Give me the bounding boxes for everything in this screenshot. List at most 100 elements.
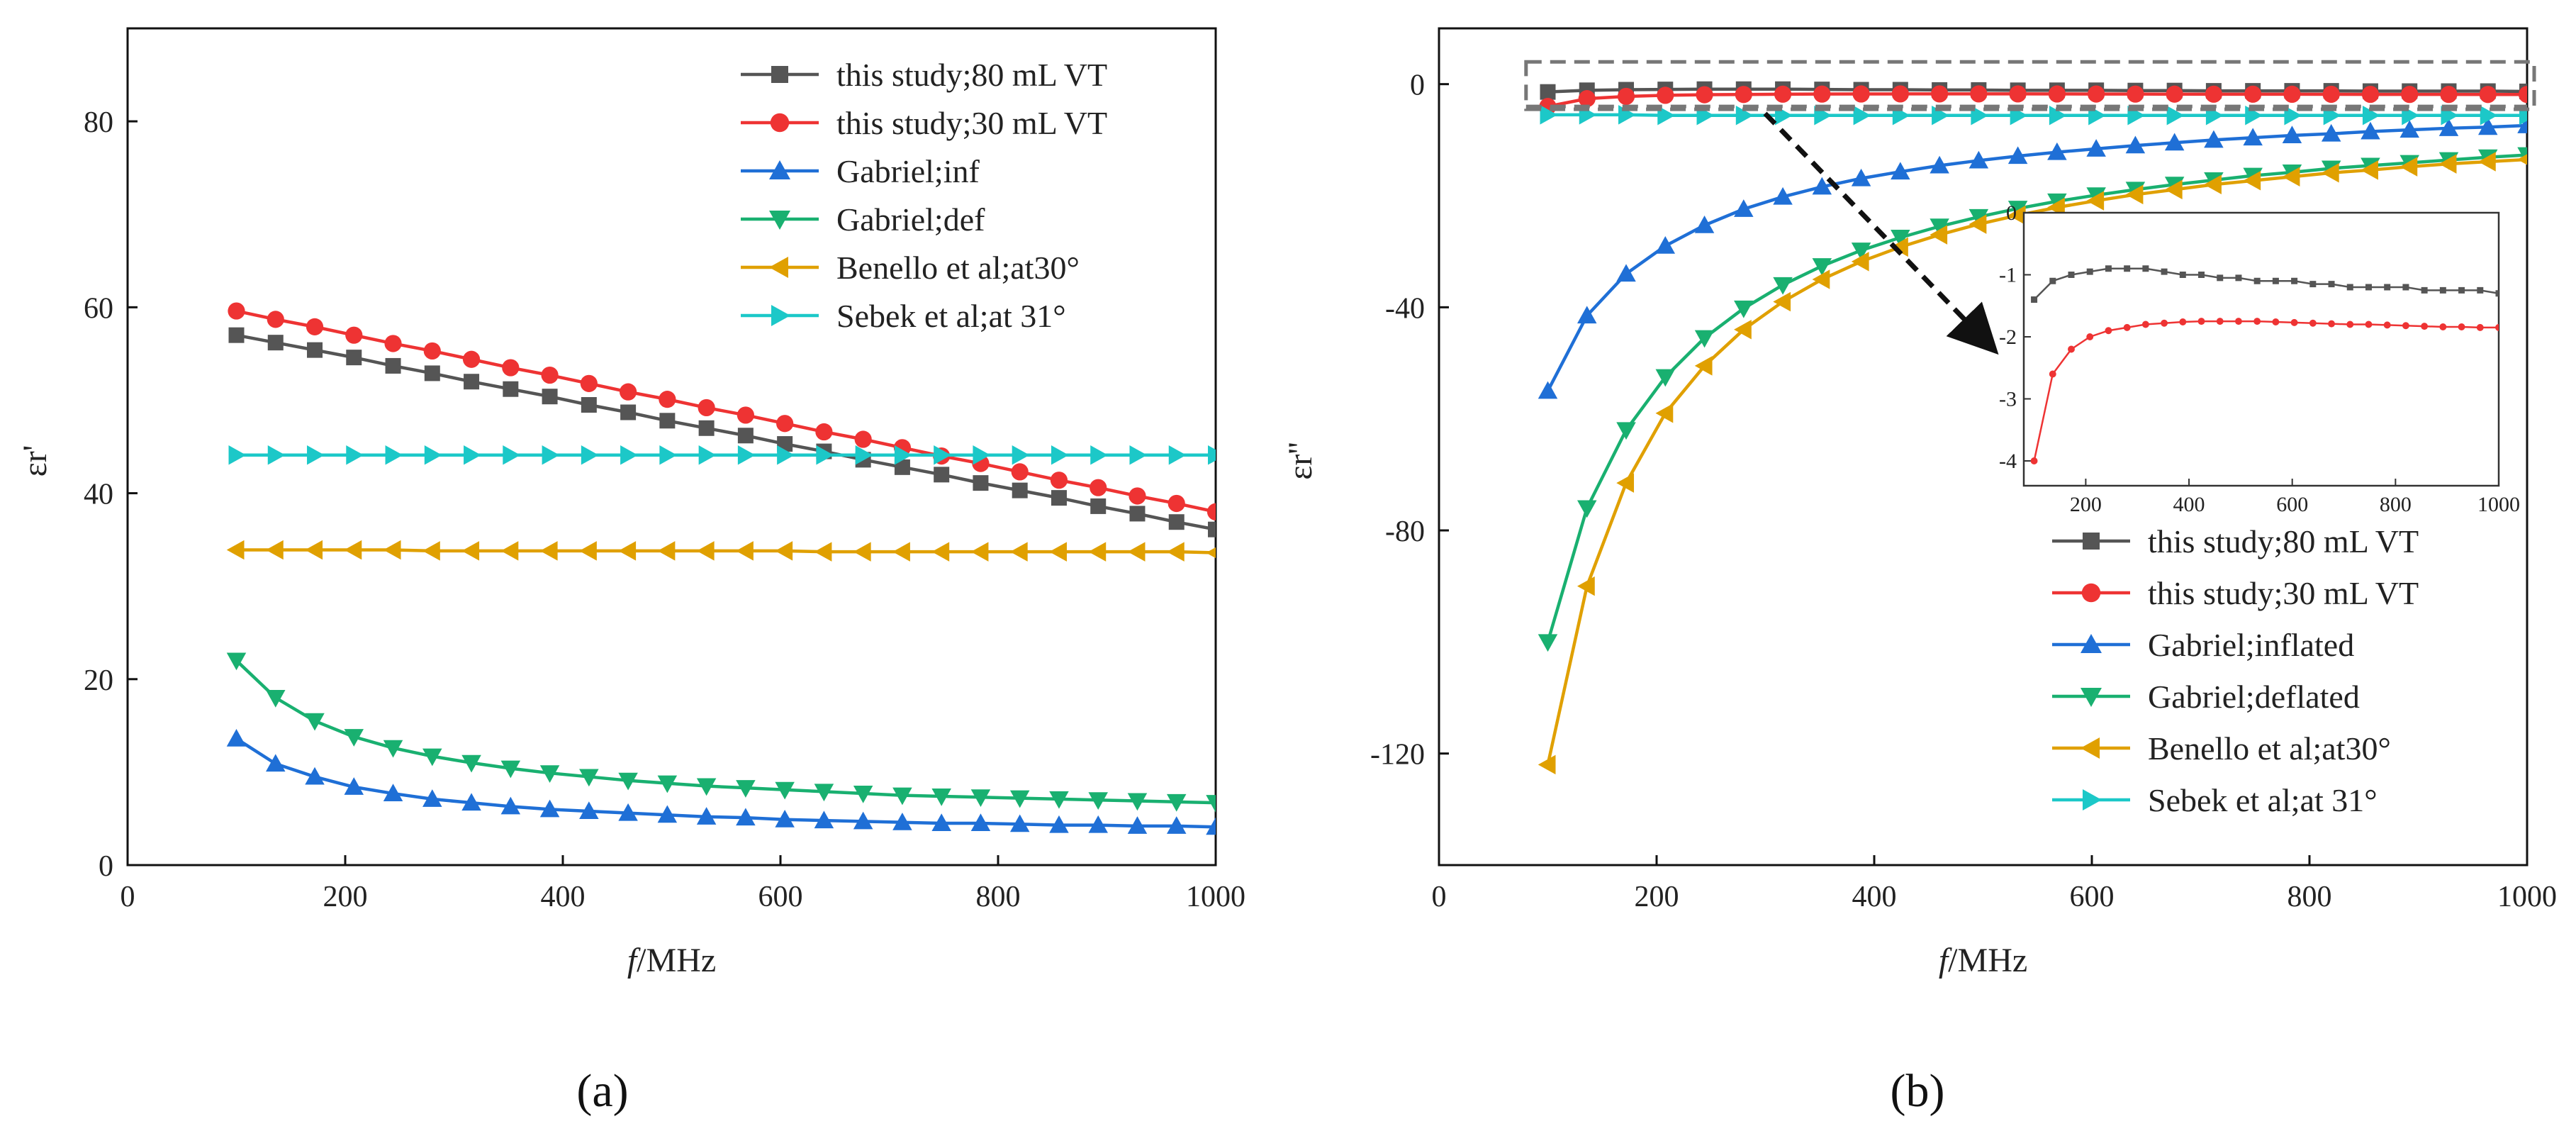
legend-entry: Benello et al;at30°: [2148, 730, 2391, 767]
data-point: [1930, 225, 1948, 245]
data-point: [1657, 87, 1674, 104]
data-point: [1891, 237, 1908, 257]
data-point: [934, 445, 951, 465]
data-point: [1577, 500, 1597, 518]
data-point: [1577, 576, 1595, 596]
data-point: [816, 445, 834, 465]
data-point: [346, 445, 364, 465]
data-point: [422, 789, 442, 807]
data-point: [931, 542, 950, 562]
data-point: [2322, 85, 2340, 104]
data-point: [1969, 208, 1989, 227]
data-point: [1970, 85, 1988, 103]
data-point: [1009, 814, 1030, 832]
inset-data-point: [2290, 318, 2298, 326]
data-point: [1853, 105, 1871, 126]
y-axis-label: εr': [16, 445, 54, 477]
data-point: [539, 799, 560, 818]
data-point: [2166, 85, 2183, 103]
data-point: [228, 302, 245, 320]
data-point: [2204, 130, 2224, 148]
data-point: [1168, 514, 1185, 530]
data-point: [1538, 754, 1556, 775]
data-point: [736, 541, 754, 561]
data-point: [892, 542, 910, 562]
data-point: [226, 540, 245, 560]
data-point: [267, 335, 284, 351]
inset-data-point: [2384, 284, 2391, 291]
data-point: [973, 475, 989, 491]
data-point: [1616, 264, 1636, 282]
data-point: [383, 540, 401, 560]
data-point: [1049, 815, 1069, 833]
data-point: [579, 801, 599, 819]
y-tick-label: 60: [84, 292, 113, 325]
data-point: [776, 415, 794, 433]
data-point: [307, 342, 323, 358]
data-point: [1891, 162, 1910, 180]
data-point: [2438, 154, 2457, 174]
data-point: [1694, 356, 1713, 376]
data-point: [698, 420, 715, 436]
data-point: [1127, 542, 1146, 562]
inset-data-point: [2309, 281, 2317, 288]
data-point: [1969, 150, 1989, 169]
data-point: [777, 445, 795, 465]
data-point: [305, 767, 325, 785]
legend-entry: this study;80 mL VT: [836, 57, 1107, 93]
plot-frame: [1438, 27, 2529, 867]
inset-data-point: [2179, 318, 2187, 325]
data-point: [1090, 479, 1107, 496]
data-point: [814, 542, 832, 562]
inset-y-tick-label: -1: [1999, 264, 2017, 287]
data-point: [1011, 463, 1029, 481]
data-point: [423, 342, 441, 360]
inset-data-point: [2049, 370, 2056, 378]
inset-data-point: [2142, 265, 2149, 272]
x-axis-label: f/MHz: [627, 942, 716, 979]
inset-data-point: [2253, 318, 2261, 325]
data-point: [1050, 472, 1068, 489]
data-point: [579, 541, 597, 561]
data-point: [1851, 168, 1871, 186]
data-point: [1206, 795, 1216, 813]
data-point: [970, 789, 991, 808]
data-point: [853, 542, 871, 562]
legend-marker: [769, 160, 790, 179]
data-point: [2399, 157, 2418, 177]
data-point: [1577, 306, 1597, 324]
data-point: [737, 406, 754, 424]
series-line: [236, 333, 1216, 531]
data-point: [581, 445, 599, 465]
data-point: [1090, 445, 1108, 465]
inset-data-point: [2272, 318, 2280, 325]
data-point: [698, 445, 717, 465]
data-point: [580, 374, 598, 392]
data-point: [344, 777, 364, 795]
data-point: [1009, 790, 1030, 808]
data-point: [503, 445, 521, 465]
series-line: [1547, 113, 2527, 117]
inset-data-point: [2253, 277, 2261, 284]
inset-data-point: [2086, 333, 2094, 340]
inset-frame: [2022, 211, 2500, 487]
data-point: [1206, 547, 1216, 559]
legend-entry: this study;30 mL VT: [836, 105, 1107, 141]
legend-entry: Gabriel;inflated: [2148, 627, 2354, 663]
data-point: [2401, 86, 2419, 104]
data-point: [970, 542, 989, 562]
data-point: [1009, 542, 1028, 562]
inset-data-point: [2346, 284, 2353, 291]
data-point: [814, 784, 834, 802]
data-point: [1774, 85, 1792, 103]
data-point: [305, 713, 325, 731]
data-point: [1657, 105, 1676, 126]
data-point: [1734, 300, 1754, 318]
x-tick-label: 1000: [2497, 881, 2557, 913]
inset-data-point: [2309, 319, 2317, 327]
data-point: [618, 541, 637, 561]
plot-frame: [126, 27, 1217, 867]
inset-data-point: [2198, 272, 2205, 278]
data-point: [1049, 791, 1069, 809]
legend-marker: [771, 305, 790, 326]
